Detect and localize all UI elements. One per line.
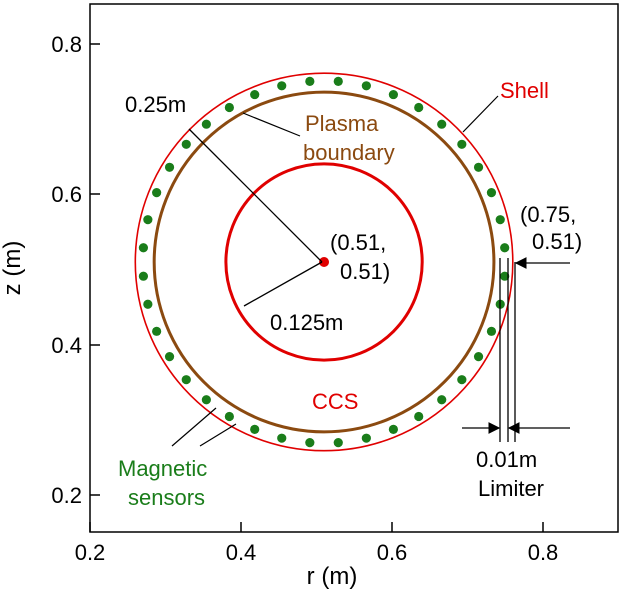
sensor-dot	[414, 102, 424, 113]
sensors-leader-line	[171, 407, 217, 447]
plasma-label-line2: boundary	[303, 140, 395, 165]
plasma-label-line1: Plasma	[305, 111, 379, 136]
x-tick-label: 0.4	[226, 540, 257, 565]
x-axis-title: r (m)	[307, 563, 358, 590]
sensor-dot	[473, 352, 484, 362]
sensor-dot	[305, 76, 315, 86]
limiter-label: Limiter	[478, 476, 544, 501]
sensor-dot	[201, 395, 211, 405]
x-tick-label: 0.2	[75, 540, 106, 565]
sensor-dot	[333, 438, 343, 448]
sensor-dot	[500, 243, 510, 253]
sensor-dot	[486, 326, 497, 336]
y-axis-title: z (m)	[0, 241, 26, 296]
sensor-dot	[495, 215, 505, 225]
sensor-dot	[143, 215, 153, 225]
sensor-dot	[181, 139, 191, 149]
sensor-dot	[361, 433, 371, 443]
y-tick-label: 0.8	[51, 32, 82, 57]
center-coord-line1: (0.51,	[330, 230, 386, 255]
sensor-dot	[486, 188, 497, 198]
sensor-dot	[437, 395, 447, 405]
sensors-label-line1: Magnetic	[118, 456, 207, 481]
sensor-dot	[138, 243, 149, 253]
sensor-dot	[500, 271, 510, 281]
sensor-dot	[473, 162, 484, 172]
x-tick-label: 0.6	[377, 540, 408, 565]
sensor-dot	[224, 102, 234, 113]
plasma-leader-line	[242, 112, 301, 137]
x-ticks	[89, 522, 544, 532]
sensor-dot	[457, 139, 467, 149]
shell-leader-line	[462, 95, 499, 133]
sensor-dot	[224, 411, 234, 422]
sensor-dot	[138, 271, 149, 281]
sensor-dot	[457, 375, 467, 385]
sensor-dot	[250, 424, 260, 434]
shell-label: Shell	[500, 78, 549, 103]
sensor-dot	[388, 424, 398, 434]
y-tick-label: 0.6	[51, 182, 82, 207]
sensor-dot	[333, 76, 343, 86]
sensor-dot	[143, 299, 153, 309]
center-point	[319, 256, 330, 267]
shell-circle	[134, 72, 514, 452]
sensor-dot	[277, 81, 287, 91]
sensor-dot	[277, 433, 287, 443]
sensor-dot	[388, 89, 398, 100]
plasma-boundary-circle	[152, 90, 496, 434]
center-coord-line2: 0.51)	[340, 259, 390, 284]
sensor-dot	[250, 89, 260, 100]
limiter-coord-line1: (0.75,	[520, 202, 576, 227]
x-tick-label: 0.8	[528, 540, 559, 565]
sensor-dot	[305, 438, 315, 448]
ccs-label: CCS	[312, 389, 358, 414]
y-tick-label: 0.4	[51, 333, 82, 358]
y-ticks	[90, 43, 100, 496]
sensor-dot	[152, 326, 162, 336]
ccs-radius-label: 0.125m	[270, 310, 343, 335]
ccs-circle	[224, 162, 424, 362]
sensor-dot	[437, 119, 447, 129]
sensor-dot	[164, 162, 175, 172]
sensors-leader-line	[199, 423, 237, 447]
y-tick-label: 0.2	[51, 483, 82, 508]
sensor-dot	[181, 375, 191, 385]
sensors-label-line2: sensors	[128, 485, 205, 510]
magnetic-sensors	[138, 76, 510, 448]
shell-radius-label: 0.25m	[125, 92, 186, 117]
sensor-dot	[361, 81, 371, 91]
ccs-radius-line	[243, 261, 323, 307]
sensor-dot	[414, 411, 424, 422]
limiter-coord-line2: 0.51)	[532, 229, 582, 254]
sensor-dot	[164, 352, 175, 362]
sensor-dot	[201, 119, 211, 129]
shell-radius-line	[188, 128, 323, 263]
plot-frame	[89, 3, 619, 533]
gap-label: 0.01m	[476, 447, 537, 472]
sensor-dot	[152, 188, 162, 198]
